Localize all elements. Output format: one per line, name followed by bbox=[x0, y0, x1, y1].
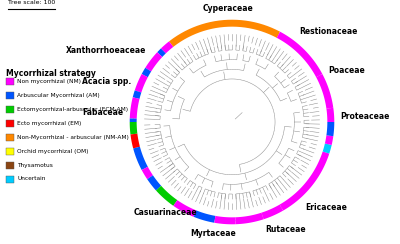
Text: Arbuscular Mycorrhizal (AM): Arbuscular Mycorrhizal (AM) bbox=[17, 92, 100, 98]
Text: Tree scale: 100: Tree scale: 100 bbox=[8, 0, 55, 5]
Text: Non mycorrhizal (NM): Non mycorrhizal (NM) bbox=[17, 79, 81, 83]
Text: Poaceae: Poaceae bbox=[328, 66, 365, 75]
Text: Proteaceae: Proteaceae bbox=[341, 112, 390, 121]
Bar bbox=[6, 92, 14, 99]
Text: Ecto mycorrhizal (EM): Ecto mycorrhizal (EM) bbox=[17, 121, 81, 125]
Text: Acacia spp.: Acacia spp. bbox=[82, 77, 131, 86]
Bar bbox=[6, 148, 14, 154]
Text: Cyperaceae: Cyperaceae bbox=[203, 4, 254, 13]
Bar bbox=[6, 133, 14, 141]
Text: Casuarinaceae: Casuarinaceae bbox=[133, 208, 197, 217]
Text: Orchid mycorrhizal (OM): Orchid mycorrhizal (OM) bbox=[17, 149, 88, 153]
Bar bbox=[6, 162, 14, 169]
Text: Restionaceae: Restionaceae bbox=[299, 27, 357, 36]
Text: Uncertain: Uncertain bbox=[17, 176, 45, 182]
Bar bbox=[6, 175, 14, 183]
Text: Mycorrhizal strategy: Mycorrhizal strategy bbox=[6, 69, 96, 78]
Text: Xanthorrhoeaceae: Xanthorrhoeaceae bbox=[66, 46, 146, 55]
Text: Ectomycorrhizal-arbuscular (ECM-AM): Ectomycorrhizal-arbuscular (ECM-AM) bbox=[17, 106, 128, 112]
Text: Rutaceae: Rutaceae bbox=[266, 225, 306, 234]
Text: Ericaceae: Ericaceae bbox=[305, 203, 347, 212]
Text: Thysamotus: Thysamotus bbox=[17, 163, 53, 167]
Text: Non-Mycorrhizal - arbuscular (NM-AM): Non-Mycorrhizal - arbuscular (NM-AM) bbox=[17, 134, 129, 140]
Bar bbox=[6, 78, 14, 84]
Text: Myrtaceae: Myrtaceae bbox=[190, 229, 236, 238]
Text: Fabaceae: Fabaceae bbox=[82, 108, 124, 117]
Bar bbox=[6, 105, 14, 112]
Bar bbox=[6, 120, 14, 126]
